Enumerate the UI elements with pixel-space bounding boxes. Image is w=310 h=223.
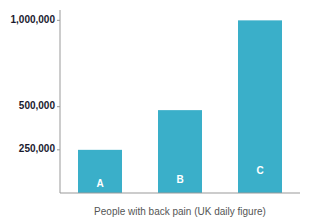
bar [158,110,202,193]
chart-svg: A B C 250,000 500,000 1,000,000 People with ba… [0,0,310,223]
y-tick [57,106,60,107]
bar [78,150,122,193]
y-tick [57,149,60,150]
x-axis-line [60,193,300,194]
x-axis-label: People with back pain (UK daily figure) [94,206,266,217]
bar-label: C [256,165,263,176]
y-tick-label: 1,000,000 [11,14,56,25]
y-tick-label: 500,000 [19,100,56,111]
y-tick-label: 250,000 [19,143,56,154]
bar-label: A [96,178,103,189]
bar [238,20,282,193]
bars [78,20,282,193]
y-tick [57,20,60,21]
bar-label: B [176,174,183,185]
chart-container: A B C 250,000 500,000 1,000,000 People with ba… [0,0,310,223]
y-axis-line [60,10,61,193]
